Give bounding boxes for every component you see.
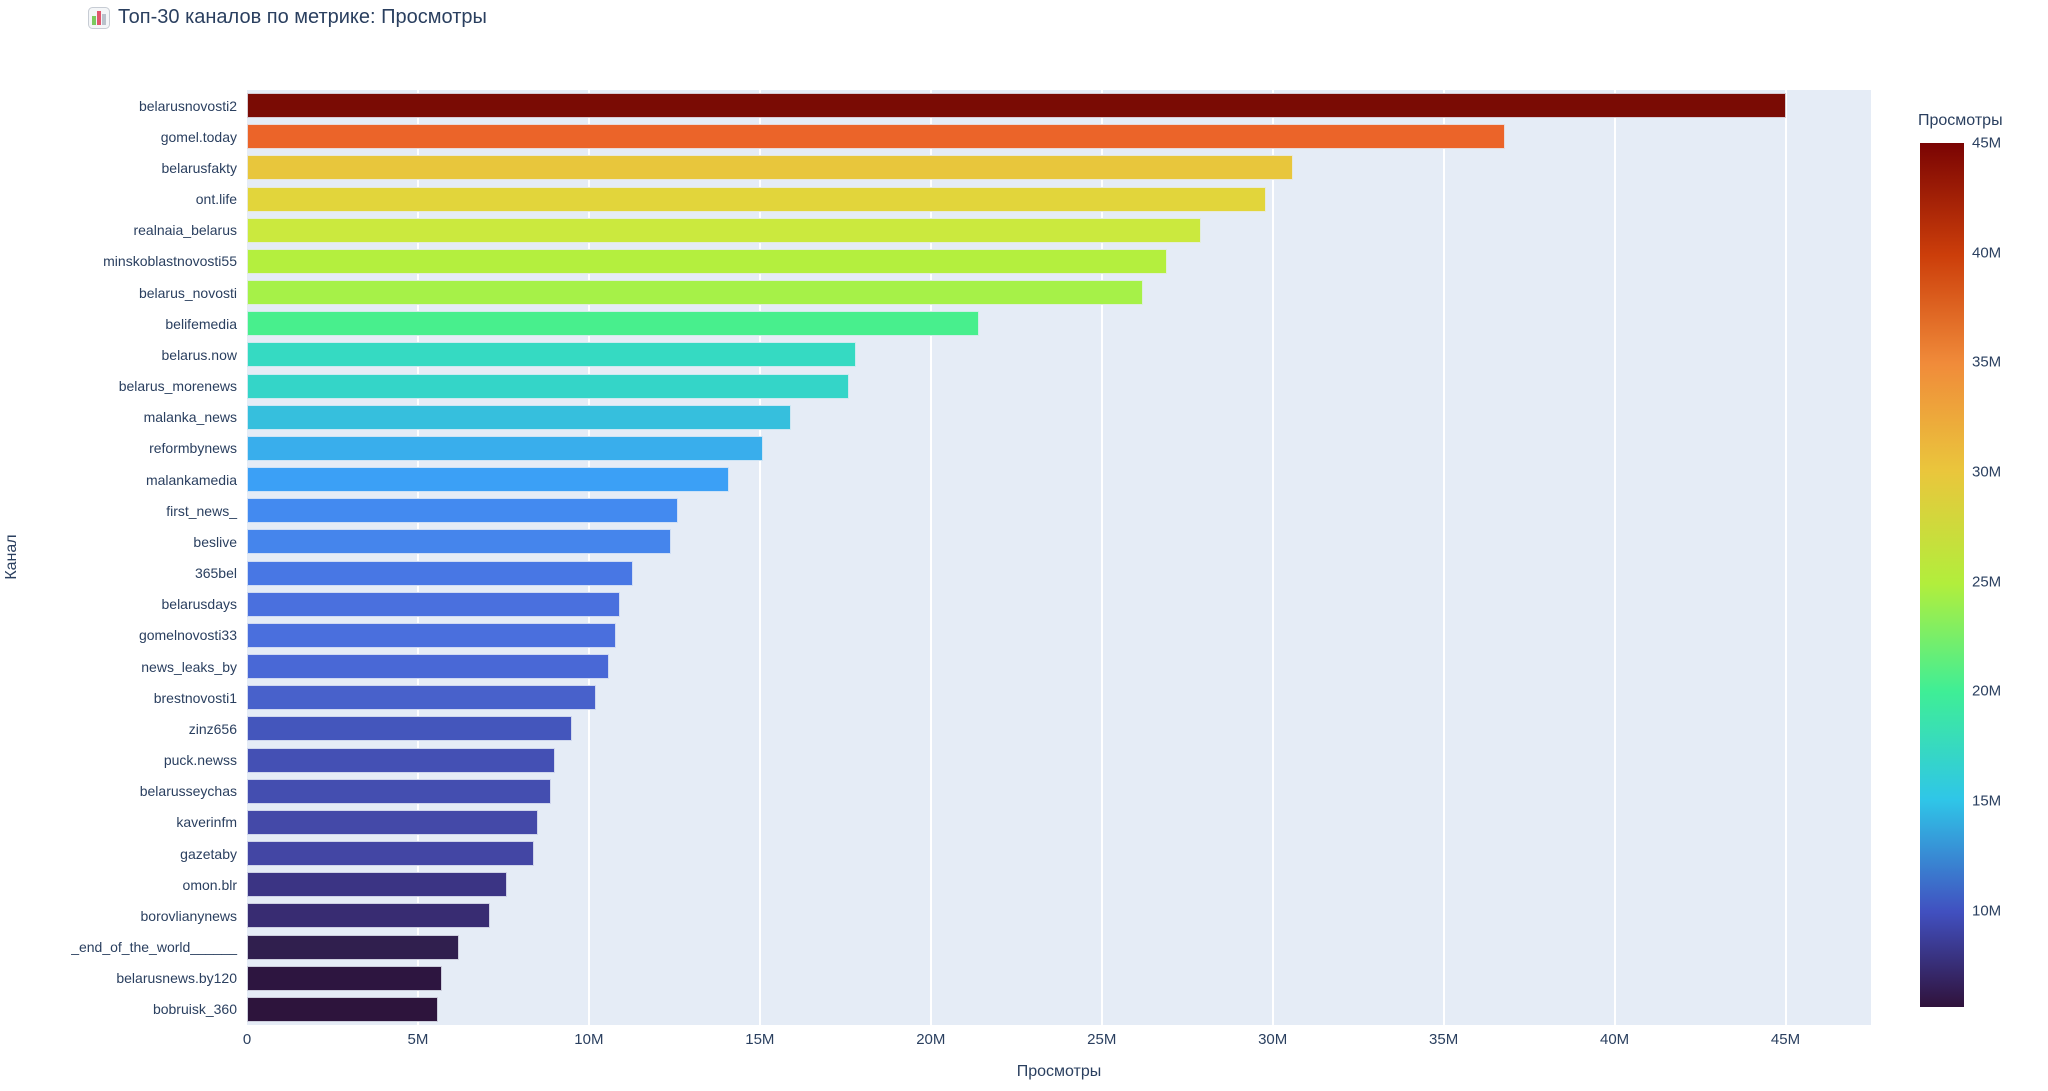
colorbar-tick-label: 15M — [1972, 792, 2002, 810]
x-tick-label: 0 — [242, 1031, 252, 1048]
gridline — [416, 90, 419, 1025]
y-tick-label: gazetaby — [180, 845, 237, 862]
bar[interactable] — [247, 93, 1786, 119]
y-tick-label: ont.life — [195, 191, 237, 208]
y-tick-label: brestnovosti1 — [153, 689, 237, 706]
gridline — [758, 90, 761, 1025]
y-tick-label: gomel.today — [160, 128, 237, 145]
chart-title: Топ-30 каналов по метрике: Просмотры — [118, 6, 487, 28]
bar[interactable] — [247, 248, 1167, 274]
bar[interactable] — [247, 560, 634, 586]
colorbar-gradient — [1920, 143, 1964, 1007]
bar[interactable] — [247, 716, 572, 742]
bar[interactable] — [247, 591, 620, 617]
y-tick-label: minskoblastnovosti55 — [103, 253, 237, 270]
bar[interactable] — [247, 280, 1143, 306]
bar[interactable] — [247, 373, 849, 399]
y-tick-label: belarus_morenews — [118, 378, 237, 395]
x-axis-title: Просмотры — [1016, 1063, 1102, 1080]
y-tick-label: malanka_news — [143, 409, 237, 426]
y-tick-label: belifemedia — [165, 315, 237, 332]
gridline — [929, 90, 932, 1025]
bar[interactable] — [247, 311, 979, 337]
gridline — [587, 90, 590, 1025]
x-axis-tick-labels: 0 5M 10M 15M 20M 25M 30M 35M 40M 45M — [0, 1031, 2048, 1051]
plot-area[interactable] — [247, 90, 1871, 1025]
x-tick-label: 15M — [745, 1031, 775, 1048]
colorbar-tick-label: 45M — [1972, 134, 2002, 152]
bar[interactable] — [247, 217, 1201, 243]
gridline — [1784, 90, 1787, 1025]
y-tick-label: belarusfakty — [161, 159, 237, 176]
x-tick-label: 35M — [1429, 1031, 1459, 1048]
y-tick-label: 365bel — [194, 565, 237, 582]
y-tick-label: belarusdays — [161, 596, 238, 613]
bar[interactable] — [247, 186, 1266, 212]
bar[interactable] — [247, 342, 856, 368]
bar[interactable] — [247, 529, 671, 555]
y-tick-label: first_news_ — [166, 502, 237, 519]
x-tick-label: 40M — [1599, 1031, 1630, 1048]
bar[interactable] — [247, 622, 617, 648]
gridline — [1442, 90, 1445, 1025]
bar[interactable] — [247, 841, 535, 867]
x-tick-label: 10M — [574, 1031, 604, 1048]
colorbar — [1920, 143, 1964, 1007]
colorbar-tick-label: 25M — [1972, 573, 2002, 591]
y-tick-label: realnaia_belarus — [133, 222, 237, 239]
y-tick-label: omon.blr — [182, 876, 237, 893]
y-tick-label: puck.newss — [163, 752, 237, 769]
bar[interactable] — [247, 404, 791, 430]
bar[interactable] — [247, 778, 552, 804]
bar[interactable] — [247, 498, 678, 524]
bar[interactable] — [247, 435, 764, 461]
y-tick-label: belarus_novosti — [138, 284, 237, 301]
bar[interactable] — [247, 685, 596, 711]
y-tick-label: malankamedia — [145, 471, 237, 488]
colorbar-tick-label: 35M — [1972, 353, 2002, 371]
x-tick-label: 30M — [1258, 1031, 1288, 1048]
x-tick-label: 20M — [916, 1031, 946, 1048]
bar[interactable] — [247, 124, 1506, 150]
bar[interactable] — [247, 996, 439, 1022]
bar[interactable] — [247, 654, 610, 680]
y-tick-label: reformbynews — [149, 440, 237, 457]
bar[interactable] — [247, 903, 490, 929]
colorbar-tick-label: 20M — [1972, 682, 2002, 700]
gridline — [1613, 90, 1616, 1025]
bar[interactable] — [247, 809, 538, 835]
colorbar-tick-label: 10M — [1972, 902, 2002, 919]
gridline — [1271, 90, 1274, 1025]
y-tick-label: belarusnovosti2 — [138, 97, 237, 114]
bar[interactable] — [247, 155, 1294, 181]
y-tick-label: gomelnovosti33 — [138, 627, 237, 644]
y-tick-label: kaverinfm — [176, 814, 237, 831]
y-tick-label: bobruisk_360 — [152, 1001, 237, 1018]
bar[interactable] — [247, 467, 730, 493]
bar-chart-emoji-icon — [88, 7, 110, 29]
bar[interactable] — [247, 965, 442, 991]
y-tick-label: zinz656 — [188, 720, 237, 737]
colorbar-tick-label: 30M — [1972, 463, 2002, 481]
bar[interactable] — [247, 934, 459, 960]
y-tick-label: borovlianynews — [140, 907, 238, 924]
y-axis-tick-labels: belarusnovosti2 gomel.today belarusfakty on… — [0, 90, 242, 1025]
x-tick-label: 5M — [407, 1031, 429, 1048]
colorbar-tick-label: 40M — [1972, 244, 2002, 262]
y-tick-label: _end_of_the_world______ — [71, 939, 237, 956]
y-tick-label: belarusseychas — [139, 783, 237, 800]
colorbar-title: Просмотры — [1918, 112, 2003, 129]
y-tick-label: belarusnews.by120 — [116, 970, 237, 987]
y-tick-label: beslive — [193, 533, 237, 550]
bar[interactable] — [247, 872, 507, 898]
x-tick-label: 25M — [1087, 1031, 1117, 1048]
x-tick-label: 45M — [1770, 1031, 1801, 1048]
y-tick-label: belarus.now — [161, 346, 238, 363]
gridline — [1100, 90, 1103, 1025]
y-tick-label: news_leaks_by — [141, 658, 237, 675]
bar[interactable] — [247, 747, 555, 773]
